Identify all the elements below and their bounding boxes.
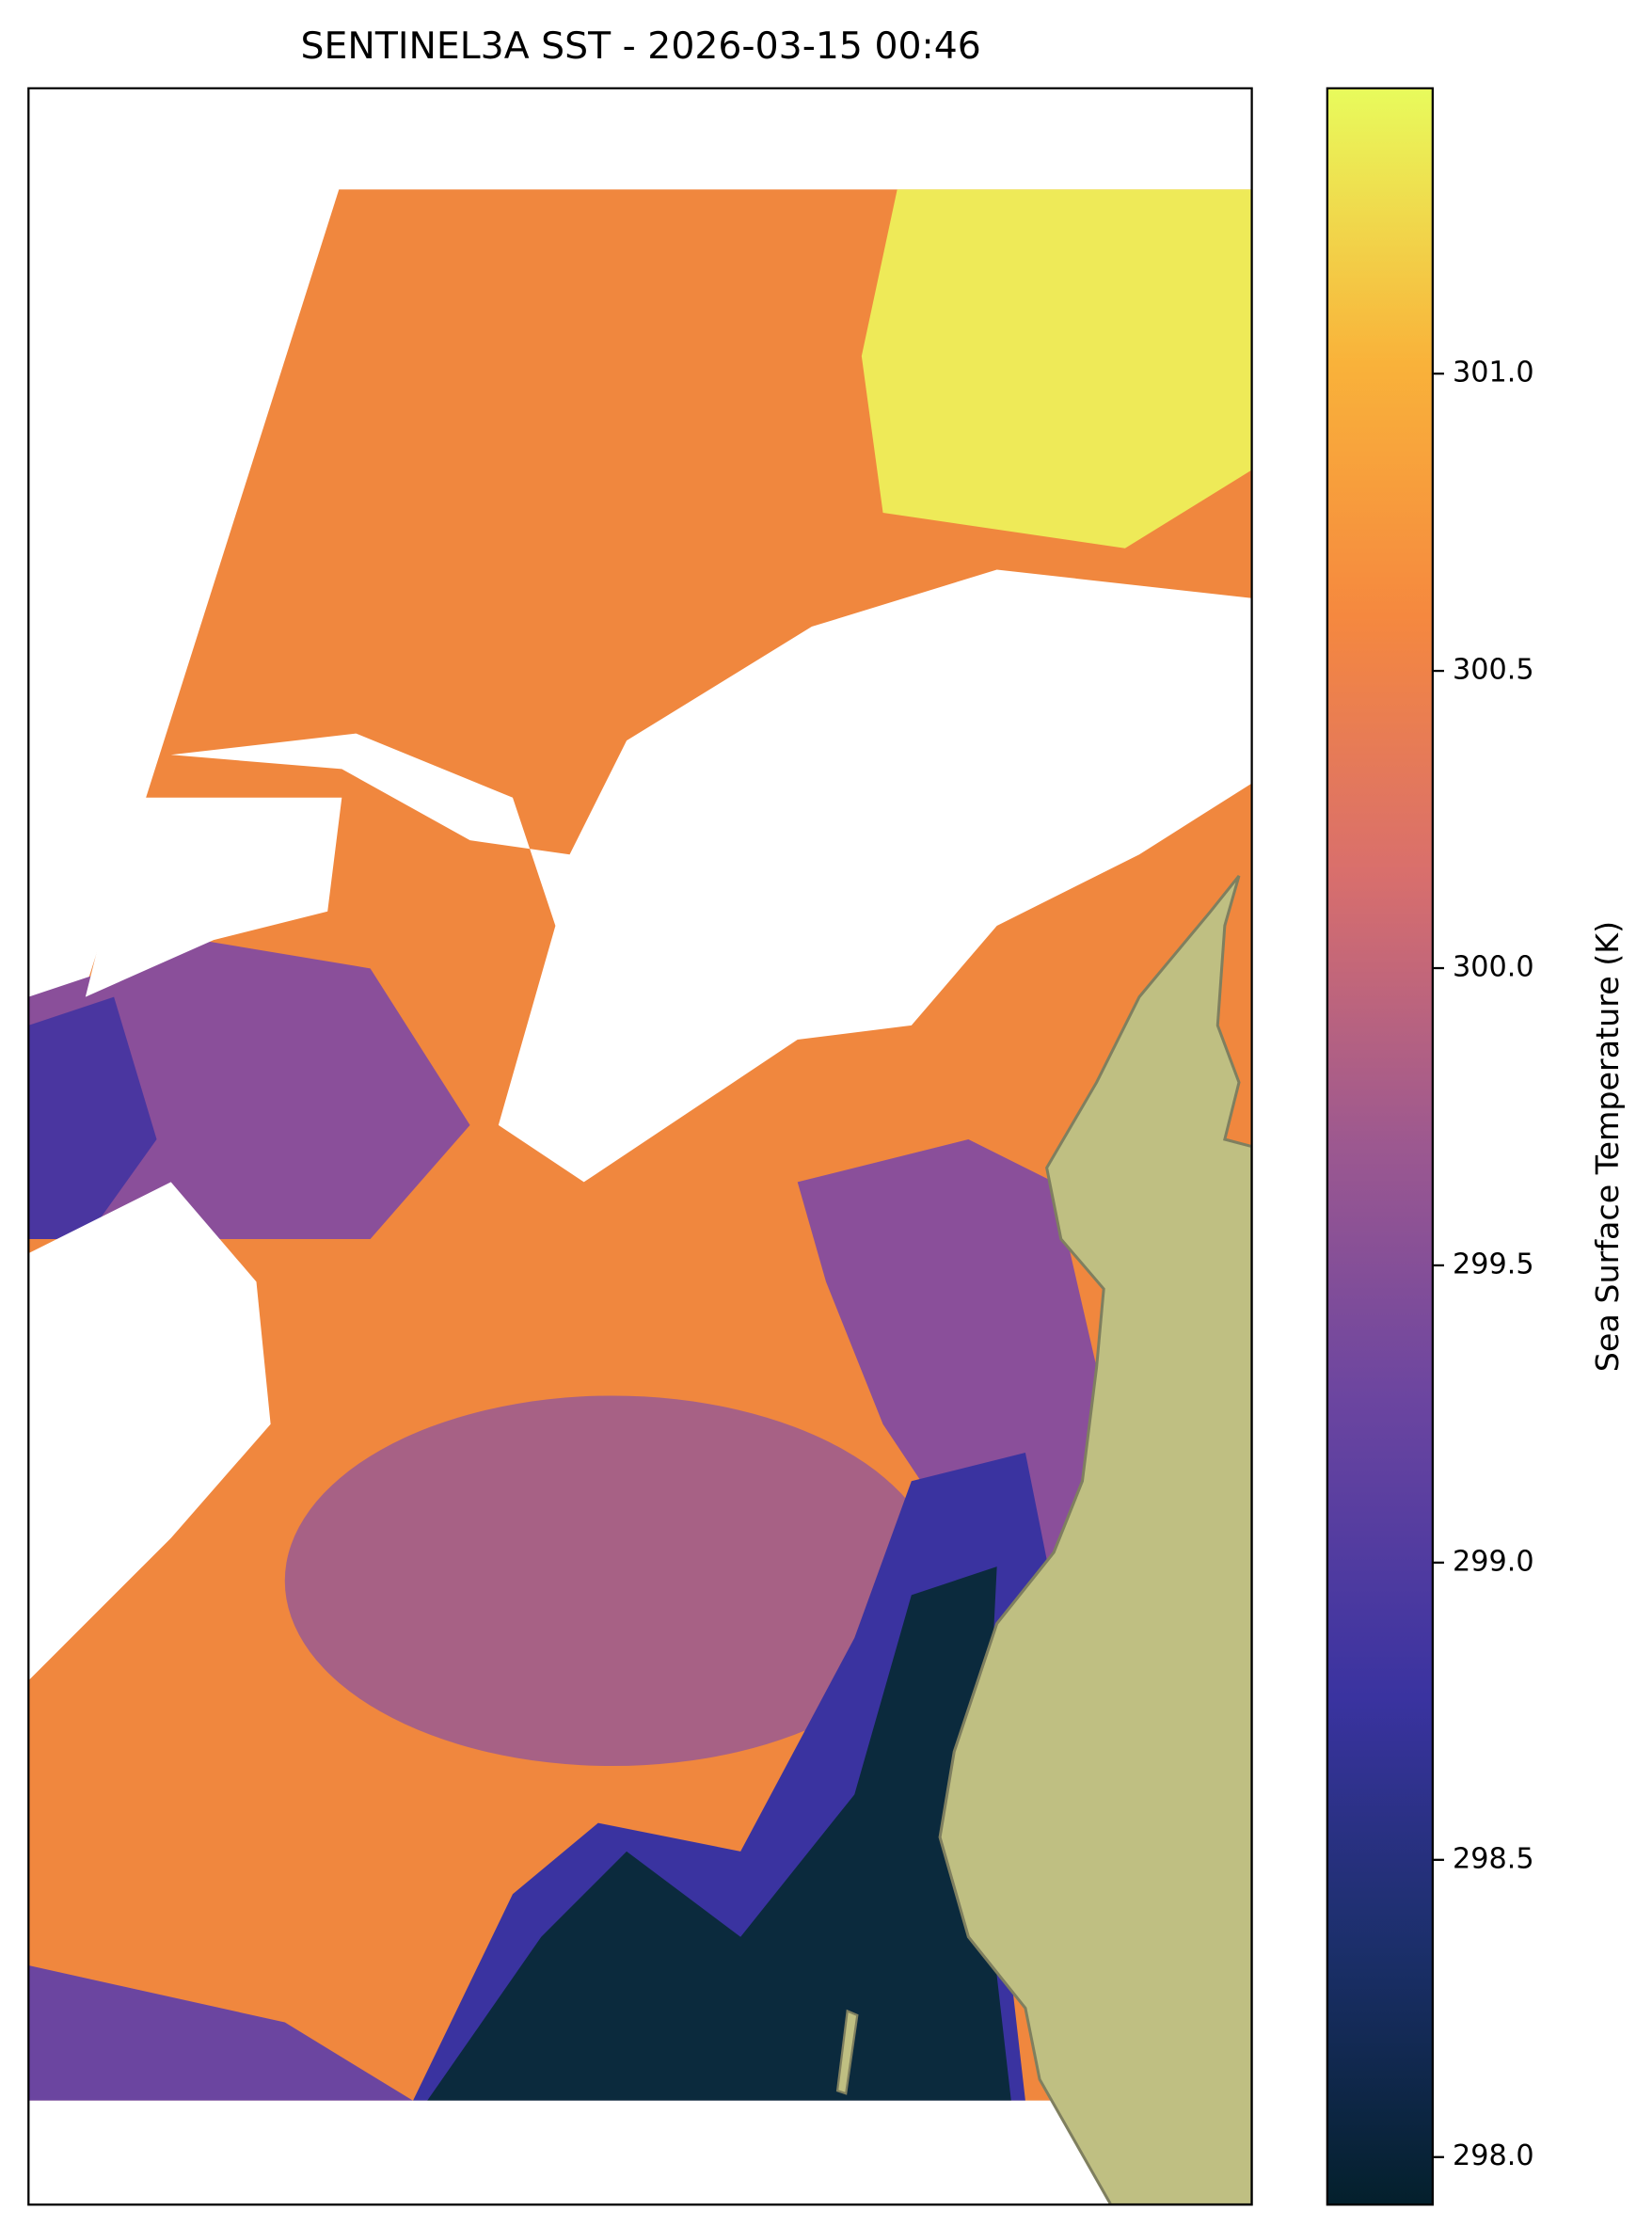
colorbar: [1326, 87, 1434, 2206]
colorbar-tick-label: 301.0: [1453, 357, 1534, 390]
island: [835, 2009, 859, 2095]
colorbar-tick-label: 299.5: [1453, 1248, 1534, 1280]
cool-patch: [28, 1964, 414, 2101]
colorbar-label: Sea Surface Temperature (K): [1589, 921, 1626, 1372]
colorbar-tick-label: 298.0: [1453, 2139, 1534, 2172]
colorbar-tick-label: 300.5: [1453, 654, 1534, 687]
cold-core: [427, 1566, 1011, 2101]
land: [938, 875, 1252, 2205]
cloud: [28, 1182, 271, 1681]
warm-patch: [861, 189, 1252, 549]
cloud: [170, 569, 1252, 1183]
sst-field: [28, 189, 1252, 2205]
cool-patch: [28, 996, 157, 1239]
no-data: [28, 2100, 1252, 2205]
map-frame: [27, 87, 1253, 2206]
colorbar-tick-label: 300.0: [1453, 951, 1534, 984]
colorbar-tick-label: 299.0: [1453, 1545, 1534, 1578]
cool-eddy: [284, 1395, 941, 1767]
chart-title: SENTINEL3A SST - 2026-03-15 00:46: [301, 24, 981, 68]
cloud: [85, 797, 342, 997]
colorbar-tick-label: 298.5: [1453, 1842, 1534, 1875]
